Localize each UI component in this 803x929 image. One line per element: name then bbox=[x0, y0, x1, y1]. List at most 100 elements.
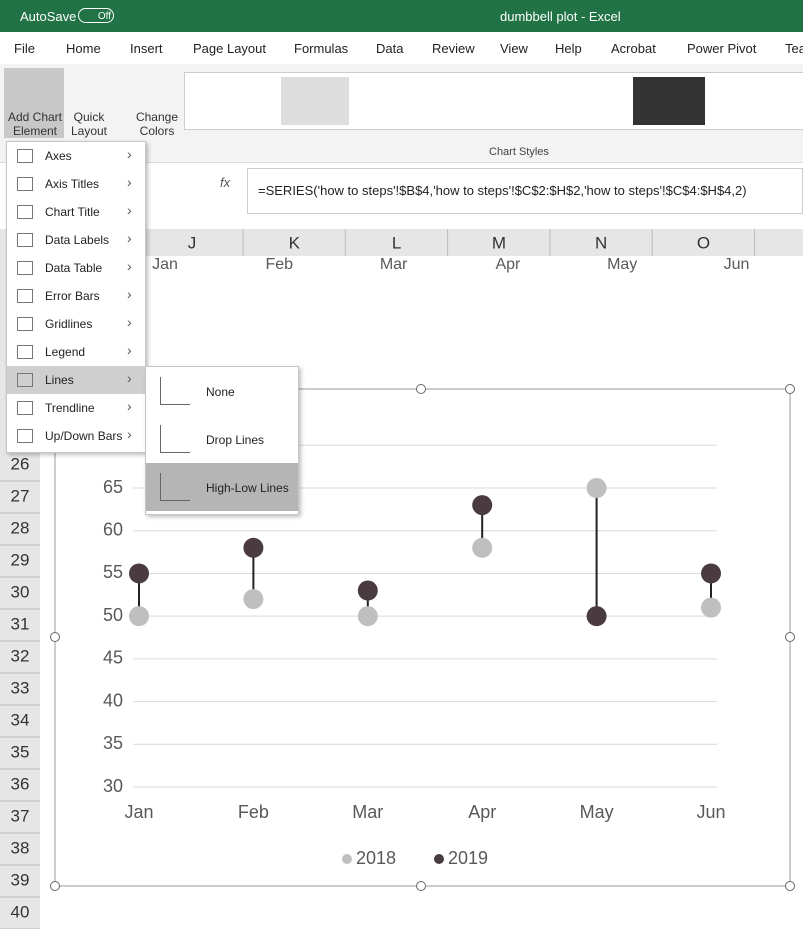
title-bar: AutoSave Off dumbbell plot - Excel bbox=[0, 0, 803, 32]
menu-item[interactable]: Gridlines › bbox=[7, 310, 145, 338]
menu-icon bbox=[17, 233, 33, 247]
marker bbox=[472, 495, 493, 516]
marker bbox=[586, 478, 607, 499]
autosave-toggle[interactable]: Off bbox=[78, 8, 114, 23]
background-label: Mar bbox=[380, 256, 408, 273]
menu-label: Legend bbox=[45, 345, 86, 359]
ribbon-tab[interactable]: File bbox=[14, 41, 35, 56]
menu-item[interactable]: Trendline › bbox=[7, 394, 145, 422]
menu-icon bbox=[17, 261, 33, 275]
add-chart-element-button[interactable]: Add Chart Element bbox=[4, 68, 64, 138]
submenu-arrow: › bbox=[127, 202, 132, 218]
column-header: O bbox=[697, 233, 710, 252]
menu-item[interactable]: Chart Title › bbox=[7, 198, 145, 226]
chart-styles-gallery[interactable] bbox=[184, 72, 803, 130]
tab-bar: File Home Insert Page Layout Formulas Data Rev… bbox=[0, 32, 803, 64]
row-header: 30 bbox=[11, 582, 30, 601]
marker bbox=[129, 563, 149, 584]
change-colors-button[interactable]: Change Colors bbox=[135, 110, 179, 138]
background-label: Jan bbox=[152, 256, 178, 273]
menu-item[interactable]: Axes › bbox=[7, 142, 145, 170]
group-label: Chart Styles bbox=[489, 146, 549, 158]
column-header: L bbox=[392, 233, 401, 252]
formula-box[interactable]: =SERIES('how to steps'!$B$4,'how to step… bbox=[247, 168, 803, 214]
legend-label: 2019 bbox=[448, 848, 488, 868]
background-label: May bbox=[607, 256, 637, 273]
menu-icon bbox=[17, 289, 33, 303]
submenu-arrow: › bbox=[127, 426, 132, 442]
submenu-arrow: › bbox=[127, 146, 132, 162]
marker bbox=[357, 606, 378, 627]
formula-text: =SERIES('how to steps'!$B$4,'how to step… bbox=[258, 183, 747, 198]
ribbon-tab[interactable]: Help bbox=[555, 41, 582, 56]
menu-item[interactable]: Up/Down Bars › bbox=[7, 422, 145, 450]
menu-item[interactable]: Data Labels › bbox=[7, 226, 145, 254]
y-tick-label: 65 bbox=[103, 477, 123, 497]
menu-item[interactable]: Legend › bbox=[7, 338, 145, 366]
legend-swatch bbox=[342, 854, 352, 864]
ribbon-tab[interactable]: Insert bbox=[130, 41, 163, 56]
button-label: Add Chart Element bbox=[7, 110, 63, 138]
background-label: Apr bbox=[495, 256, 521, 273]
x-tick-label: Apr bbox=[468, 802, 496, 822]
menu-label: Data Table bbox=[45, 261, 103, 275]
menu-icon bbox=[17, 177, 33, 191]
x-tick-label: Mar bbox=[352, 802, 383, 822]
ribbon-tab[interactable]: Acrobat bbox=[611, 41, 656, 56]
marker bbox=[701, 597, 721, 618]
menu-icon bbox=[17, 401, 33, 415]
autosave-label: AutoSave bbox=[20, 9, 77, 24]
menu-icon bbox=[17, 317, 33, 331]
marker bbox=[357, 580, 378, 601]
submenu-label: Drop Lines bbox=[206, 433, 265, 447]
menu-item[interactable]: Lines › bbox=[7, 366, 145, 394]
ribbon-tab[interactable]: Home bbox=[66, 41, 101, 56]
marker bbox=[243, 589, 264, 610]
row-header: 35 bbox=[11, 742, 30, 761]
submenu-arrow: › bbox=[127, 174, 132, 190]
ribbon-tab[interactable]: Formulas bbox=[294, 41, 349, 56]
x-tick-label: Feb bbox=[238, 802, 269, 822]
resize-handle bbox=[785, 881, 795, 891]
submenu-item[interactable]: High-Low Lines bbox=[146, 463, 298, 511]
y-tick-label: 40 bbox=[103, 690, 123, 710]
ribbon-tab[interactable]: View bbox=[500, 41, 528, 56]
menu-label: Axes bbox=[45, 149, 72, 163]
menu-item[interactable]: Data Table › bbox=[7, 254, 145, 282]
resize-handle bbox=[50, 881, 60, 891]
submenu-item[interactable]: Drop Lines bbox=[146, 415, 298, 463]
submenu: None Drop Lines High-Low Lines bbox=[145, 366, 299, 515]
ribbon-tab[interactable]: Page Layout bbox=[193, 41, 267, 56]
row-header: 37 bbox=[11, 806, 30, 825]
row-header: 40 bbox=[11, 902, 30, 921]
column-header: N bbox=[595, 233, 607, 252]
menu-item[interactable]: Axis Titles › bbox=[7, 170, 145, 198]
style-thumb[interactable] bbox=[281, 77, 349, 125]
ribbon-tab[interactable]: Data bbox=[376, 41, 404, 56]
menu-label: Lines bbox=[45, 373, 74, 387]
row-header: 34 bbox=[11, 710, 30, 729]
ribbon-tab[interactable]: Tea bbox=[785, 41, 803, 56]
menu-label: Up/Down Bars bbox=[45, 429, 123, 443]
ribbon-tab[interactable]: Review bbox=[432, 41, 475, 56]
row-header: 26 bbox=[11, 454, 30, 473]
ribbon-tab[interactable]: Power Pivot bbox=[687, 41, 757, 56]
y-tick-label: 60 bbox=[103, 519, 123, 539]
submenu-icon bbox=[160, 425, 190, 453]
submenu-arrow: › bbox=[127, 370, 132, 386]
menu-label: Axis Titles bbox=[45, 177, 100, 191]
menu-item[interactable]: Error Bars › bbox=[7, 282, 145, 310]
dropdown-menu: Axes › Axis Titles › Chart Title › Data Labels… bbox=[6, 141, 146, 453]
column-header: M bbox=[492, 233, 506, 252]
style-thumb[interactable] bbox=[633, 77, 705, 125]
submenu-arrow: › bbox=[127, 230, 132, 246]
row-header: 28 bbox=[11, 518, 30, 537]
window-title: dumbbell plot - Excel bbox=[500, 9, 621, 24]
x-tick-label: Jun bbox=[696, 802, 725, 822]
quick-layout-button[interactable]: Quick Layout bbox=[70, 110, 108, 138]
submenu-item[interactable]: None bbox=[146, 367, 298, 415]
y-tick-label: 30 bbox=[103, 776, 123, 796]
fx-icon[interactable]: fx bbox=[220, 175, 231, 190]
menu-label: Chart Title bbox=[45, 205, 100, 219]
